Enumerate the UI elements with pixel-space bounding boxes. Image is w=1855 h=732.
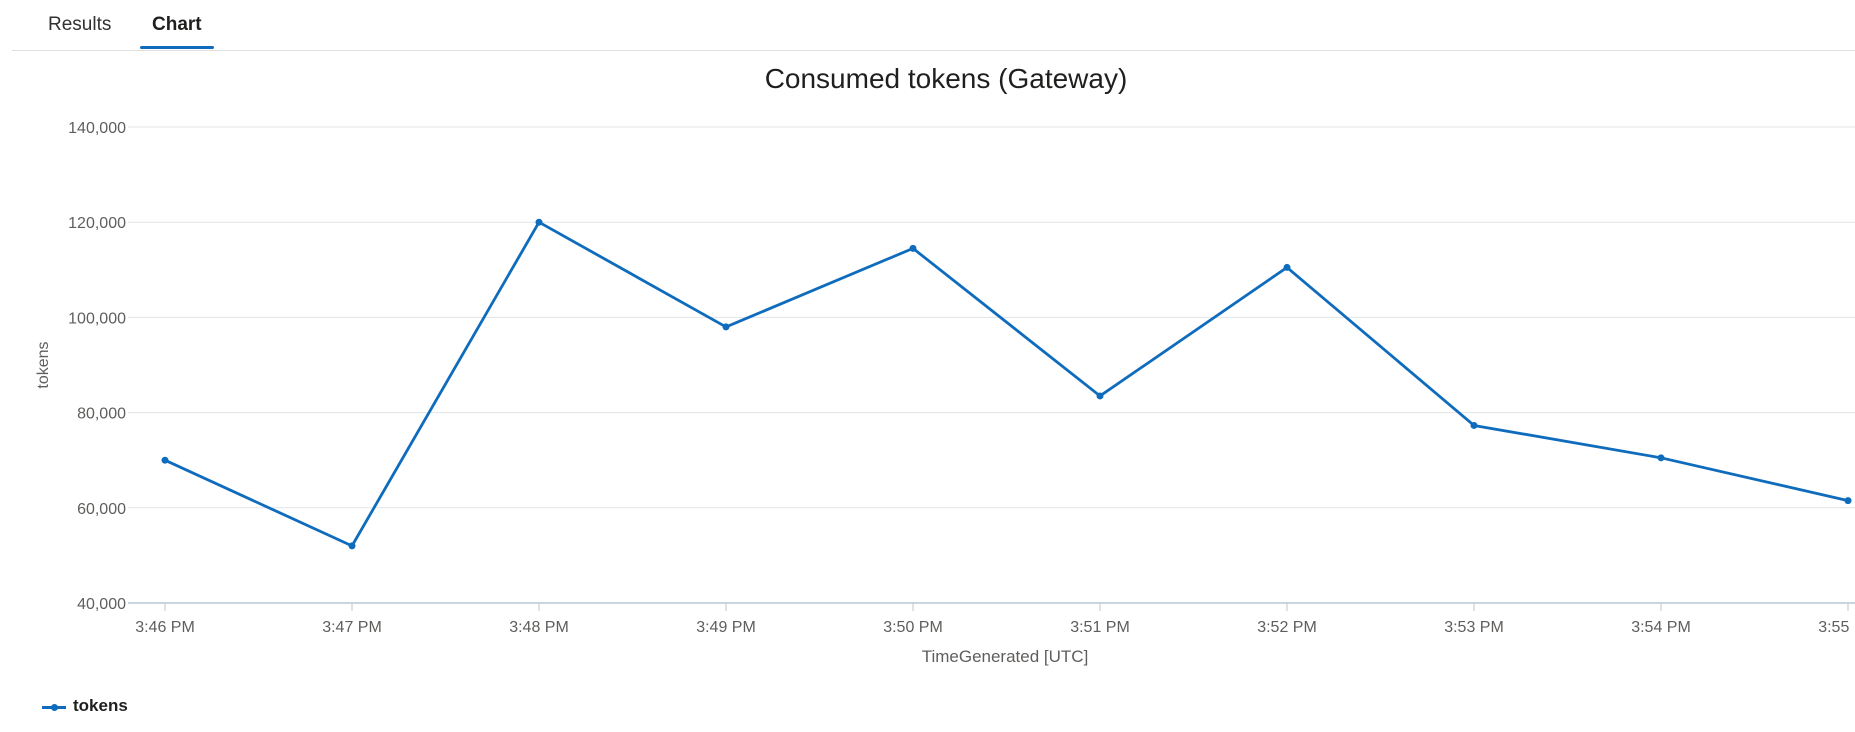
y-tick-label: 140,000	[68, 120, 126, 137]
x-axis-ticks: 3:46 PM 3:47 PM 3:48 PM 3:49 PM 3:50 PM 3:51 …	[135, 603, 1855, 636]
y-tick-label: 40,000	[77, 596, 126, 613]
y-tick-label: 80,000	[77, 406, 126, 423]
series-group	[161, 218, 1852, 550]
data-point	[1096, 392, 1104, 400]
y-axis-label: tokens	[35, 341, 52, 388]
x-tick-label: 3:55 PM	[1818, 619, 1855, 636]
data-point	[348, 542, 356, 550]
x-tick-label: 3:49 PM	[696, 619, 756, 636]
x-tick-label: 3:46 PM	[135, 619, 195, 636]
data-point	[1470, 421, 1478, 429]
data-point	[1283, 263, 1291, 271]
x-tick-label: 3:50 PM	[883, 619, 943, 636]
data-point	[909, 244, 917, 252]
series-line-tokens	[164, 220, 1849, 548]
data-point	[1844, 497, 1852, 505]
y-tick-label: 60,000	[77, 501, 126, 518]
x-tick-label: 3:52 PM	[1257, 619, 1317, 636]
tab-bar: Results Chart	[12, 0, 1855, 51]
x-axis-label: TimeGenerated [UTC]	[922, 647, 1089, 666]
x-tick-label: 3:54 PM	[1631, 619, 1691, 636]
tab-results[interactable]: Results	[48, 14, 112, 35]
chart-title: Consumed tokens (Gateway)	[765, 63, 1128, 94]
y-tick-label: 100,000	[68, 310, 126, 327]
x-tick-label: 3:53 PM	[1444, 619, 1504, 636]
legend-swatch	[42, 704, 66, 711]
line-chart: Consumed tokens (Gateway) 40,000 60,000 80…	[35, 63, 1855, 666]
data-point	[722, 323, 730, 331]
x-tick-label: 3:48 PM	[509, 619, 569, 636]
data-point	[1657, 454, 1665, 462]
x-tick-label: 3:47 PM	[322, 619, 382, 636]
x-tick-label: 3:51 PM	[1070, 619, 1130, 636]
y-axis-ticks: 40,000 60,000 80,000 100,000 120,000 140,000	[68, 120, 126, 613]
data-point	[161, 456, 169, 464]
gridlines	[128, 126, 1855, 509]
data-point	[535, 218, 543, 226]
legend-label: tokens	[73, 696, 128, 715]
y-tick-label: 120,000	[68, 215, 126, 232]
tab-chart[interactable]: Chart	[140, 14, 214, 49]
